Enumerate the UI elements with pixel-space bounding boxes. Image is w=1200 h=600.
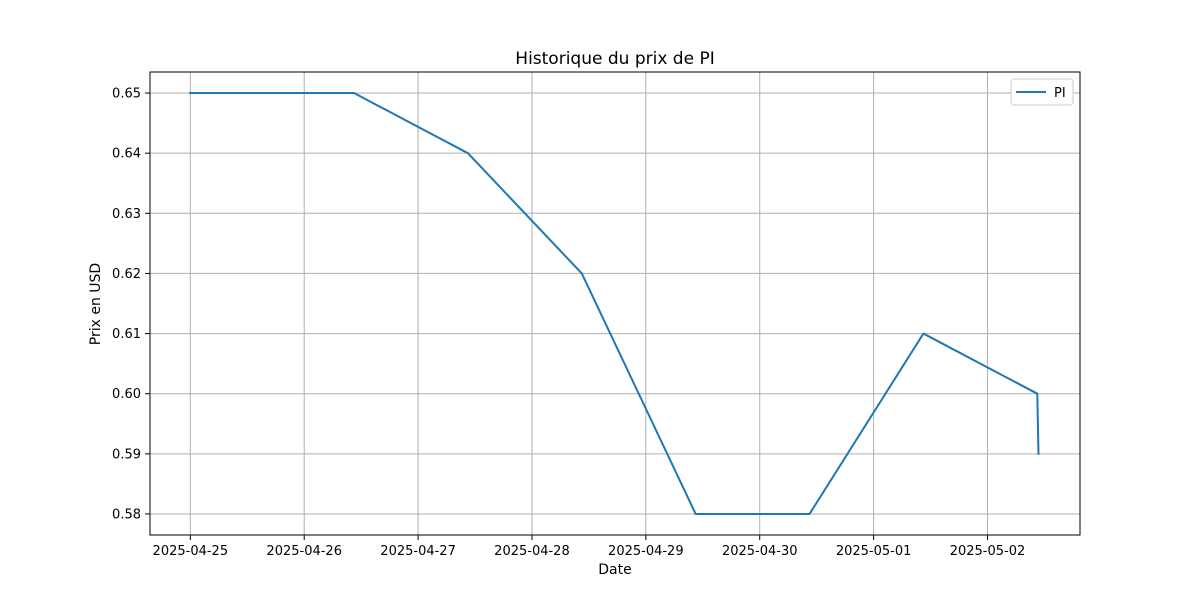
y-tick-label: 0.59 bbox=[112, 447, 141, 462]
y-axis-label: Prix en USD bbox=[88, 263, 104, 345]
x-axis-label: Date bbox=[598, 562, 631, 578]
y-tick-label: 0.64 bbox=[112, 147, 141, 162]
y-tick-label: 0.65 bbox=[112, 87, 141, 102]
y-tick-label: 0.61 bbox=[112, 327, 141, 342]
y-tick-label: 0.62 bbox=[112, 267, 141, 282]
x-tick-label: 2025-04-26 bbox=[266, 544, 342, 559]
x-tick-label: 2025-04-25 bbox=[153, 544, 229, 559]
legend-label-pi: PI bbox=[1054, 86, 1066, 101]
axis-ticks: 2025-04-25 2025-04-26 2025-04-27 2025-04-28… bbox=[112, 87, 1025, 559]
chart-title: Historique du prix de PI bbox=[515, 49, 714, 69]
x-tick-label: 2025-05-01 bbox=[836, 544, 912, 559]
series-layer bbox=[189, 92, 1040, 515]
x-tick-label: 2025-04-29 bbox=[608, 544, 684, 559]
grid-lines bbox=[150, 72, 1080, 535]
y-tick-label: 0.58 bbox=[112, 507, 141, 522]
y-tick-label: 0.60 bbox=[112, 387, 141, 402]
x-tick-label: 2025-05-02 bbox=[950, 544, 1026, 559]
x-tick-label: 2025-04-30 bbox=[722, 544, 798, 559]
plot-frame bbox=[149, 71, 1081, 536]
series-line-pi bbox=[189, 92, 1040, 515]
x-tick-label: 2025-04-27 bbox=[380, 544, 456, 559]
y-tick-label: 0.63 bbox=[112, 207, 141, 222]
x-tick-label: 2025-04-28 bbox=[494, 544, 570, 559]
legend: PI bbox=[1010, 78, 1074, 106]
